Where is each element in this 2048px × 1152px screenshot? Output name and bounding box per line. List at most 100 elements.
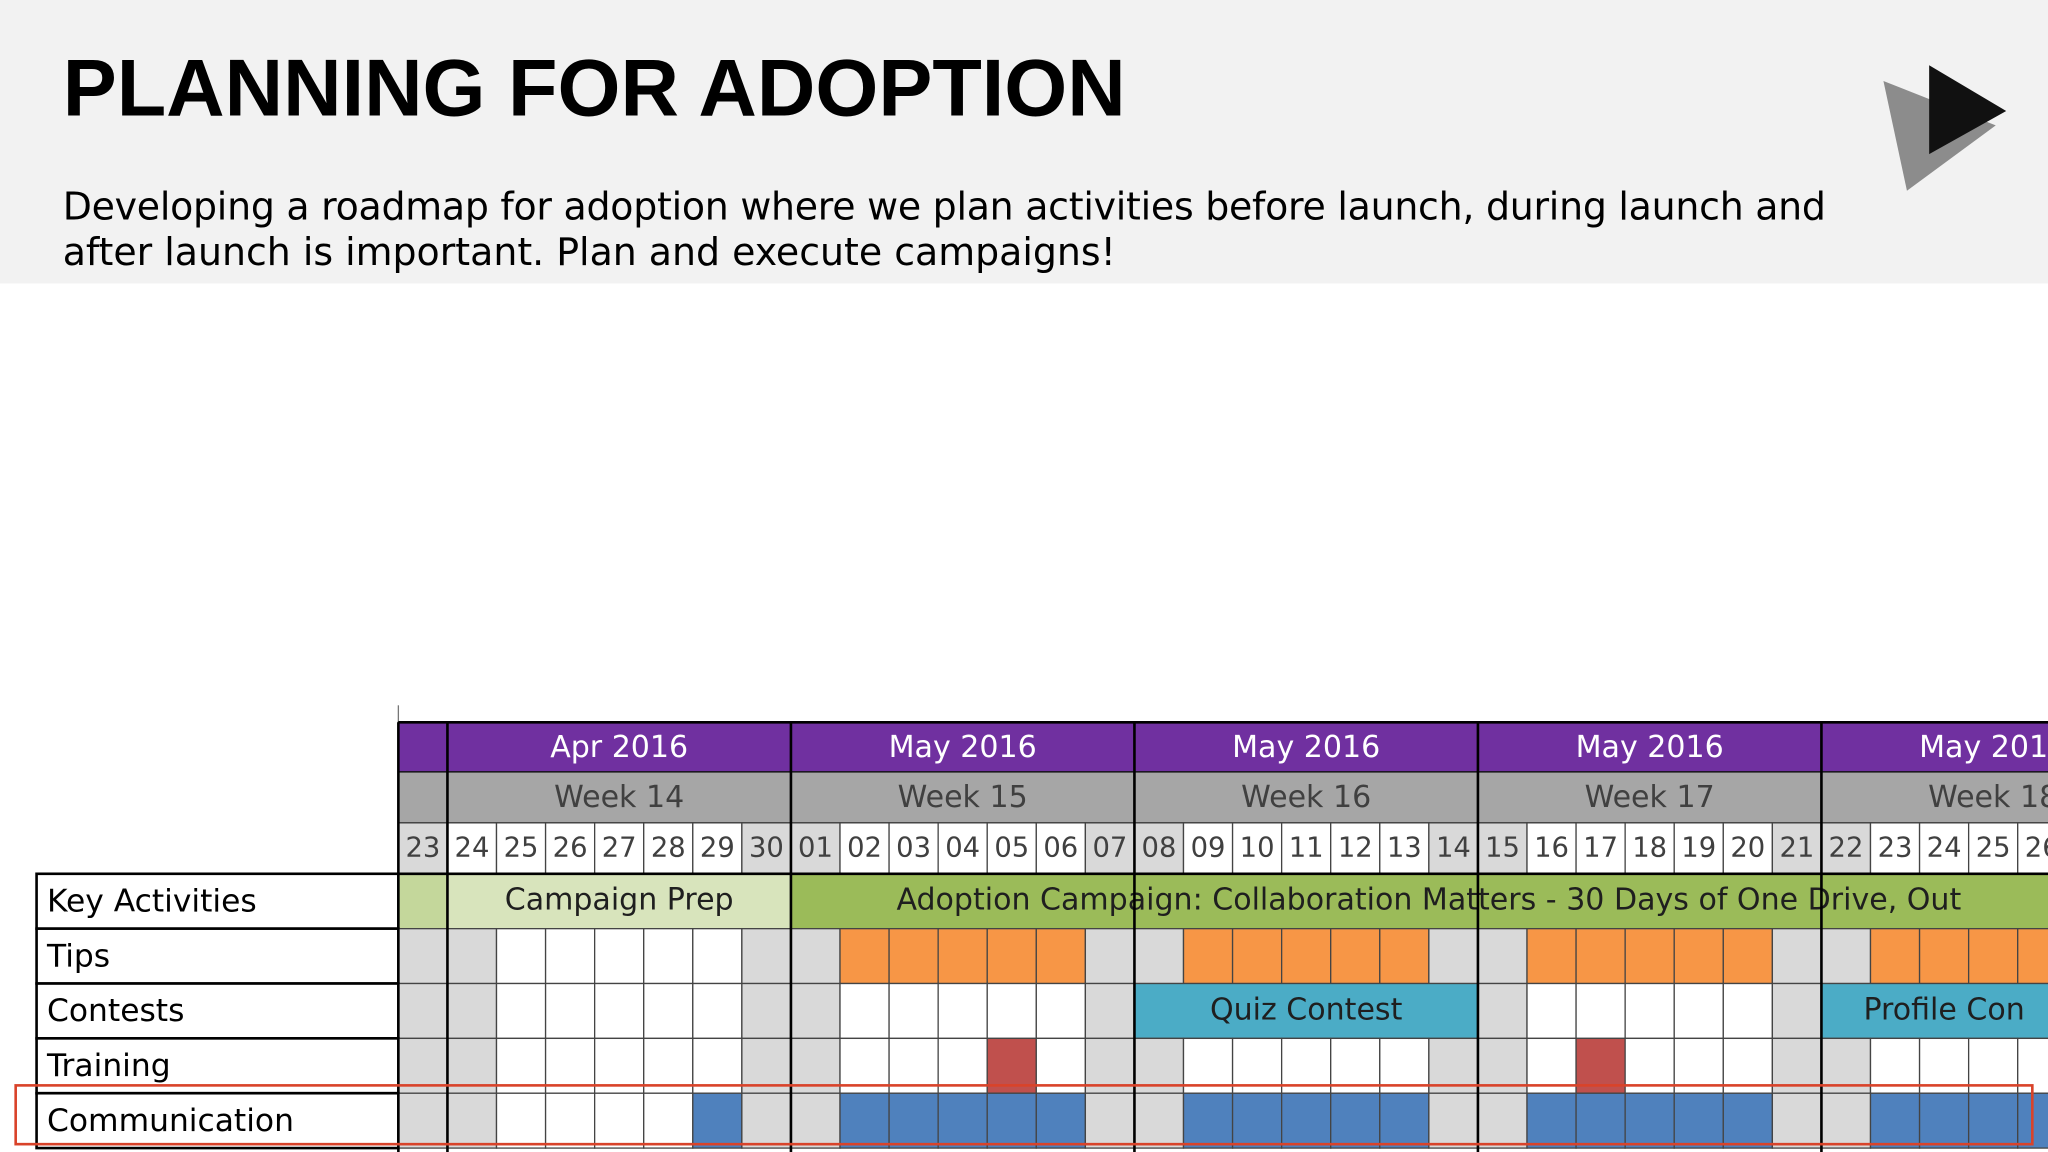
day-slot xyxy=(839,927,890,985)
highlight xyxy=(14,1084,2034,1146)
day-slot xyxy=(1182,1092,1234,1149)
day-slot xyxy=(1477,982,1528,1040)
day-cell xyxy=(1624,822,1675,875)
day-slot xyxy=(544,982,596,1040)
row-label: Tips xyxy=(46,938,110,974)
day-slot xyxy=(1231,927,1283,985)
day-label: 06 xyxy=(1043,832,1078,863)
day-slot xyxy=(1722,1092,1774,1149)
day-slot xyxy=(692,1092,743,1149)
day-slot xyxy=(1869,927,1921,985)
day-label: 25 xyxy=(504,832,539,863)
day-slot xyxy=(1918,927,1970,985)
day-label: 11 xyxy=(1289,832,1324,863)
week-label: Week 17 xyxy=(1585,780,1715,815)
day-slot xyxy=(593,982,645,1040)
day-slot xyxy=(839,982,890,1040)
day-label: 03 xyxy=(896,832,931,863)
day-slot xyxy=(1330,927,1381,985)
row-label-cell xyxy=(35,927,400,985)
day-slot xyxy=(1280,927,1332,985)
activity-label: Adoption Campaign: Collaboration Matters… xyxy=(896,883,1961,918)
day-slot xyxy=(446,927,498,985)
day-slot xyxy=(1869,1092,1921,1149)
day-slot xyxy=(1771,1092,1823,1149)
day-slot xyxy=(839,1092,890,1149)
day-slot xyxy=(1575,982,1626,1040)
day-slot xyxy=(544,1092,596,1149)
day-slot xyxy=(1673,927,1724,985)
day-slot xyxy=(741,927,792,985)
title: PLANNING FOR ADOPTION xyxy=(63,43,1126,133)
activity-bar xyxy=(790,873,2048,930)
day-slot xyxy=(1182,927,1234,985)
day-label: 08 xyxy=(1142,832,1177,863)
day-slot xyxy=(888,927,939,985)
day-label: 20 xyxy=(1730,832,1765,863)
header-band xyxy=(0,0,2048,284)
day-slot xyxy=(397,927,449,985)
day-label: 26 xyxy=(2025,832,2048,863)
day-slot xyxy=(790,927,841,985)
day-label: 02 xyxy=(847,832,882,863)
day-slot xyxy=(1035,1092,1087,1149)
day-slot xyxy=(1820,1092,1872,1149)
day-cell xyxy=(1379,822,1430,875)
day-slot xyxy=(1526,927,1577,985)
month-label: Apr 2016 xyxy=(550,730,688,765)
day-label: 07 xyxy=(1092,832,1127,863)
month-cell xyxy=(1820,721,2048,773)
day-slot xyxy=(1379,927,1430,985)
day-slot xyxy=(1771,927,1823,985)
day-slot xyxy=(1771,982,1823,1040)
row-label: Communication xyxy=(47,1103,294,1139)
day-label: 14 xyxy=(1436,832,1471,863)
day-cell xyxy=(1133,822,1185,875)
day-cell xyxy=(1280,822,1332,875)
day-slot xyxy=(1820,927,1872,985)
month-label: May 2016 xyxy=(1232,730,1380,765)
day-slot xyxy=(1575,927,1626,985)
activity-label: Quiz Contest xyxy=(1210,992,1403,1027)
day-cell xyxy=(544,822,596,875)
day-label: 19 xyxy=(1681,832,1716,863)
day-slot xyxy=(593,1092,645,1149)
day-slot xyxy=(446,982,498,1040)
day-slot xyxy=(986,982,1037,1040)
day-slot xyxy=(888,982,939,1040)
day-slot xyxy=(544,927,596,985)
day-label: 22 xyxy=(1829,832,1864,863)
day-slot xyxy=(1967,1092,2019,1149)
day-slot xyxy=(1084,927,1136,985)
day-slot xyxy=(937,927,988,985)
subtitle: after launch is important. Plan and exec… xyxy=(63,230,1116,274)
day-slot xyxy=(593,927,645,985)
day-label: 21 xyxy=(1779,832,1814,863)
day-slot xyxy=(643,1092,694,1149)
day-cell xyxy=(1428,822,1479,875)
day-slot xyxy=(692,982,743,1040)
day-slot xyxy=(397,1092,449,1149)
day-slot xyxy=(446,1092,498,1149)
day-slot xyxy=(986,927,1037,985)
day-slot xyxy=(1918,1092,1970,1149)
day-cell xyxy=(495,822,547,875)
day-slot xyxy=(1673,1092,1724,1149)
row-label-cell xyxy=(35,1091,400,1150)
day-label: 25 xyxy=(1976,832,2011,863)
day-slot xyxy=(1624,1092,1675,1149)
row-label: Key Activities xyxy=(47,884,257,920)
day-slot xyxy=(1624,927,1675,985)
day-slot xyxy=(397,873,449,930)
day-slot xyxy=(986,1092,1037,1149)
day-slot xyxy=(1967,927,2019,985)
day-slot xyxy=(1133,1092,1185,1149)
day-label: 30 xyxy=(749,832,784,863)
day-slot xyxy=(397,982,449,1040)
day-cell xyxy=(1673,822,1724,875)
week-label: Week 14 xyxy=(554,780,684,815)
day-slot xyxy=(741,1092,792,1149)
day-slot xyxy=(1575,1092,1626,1149)
